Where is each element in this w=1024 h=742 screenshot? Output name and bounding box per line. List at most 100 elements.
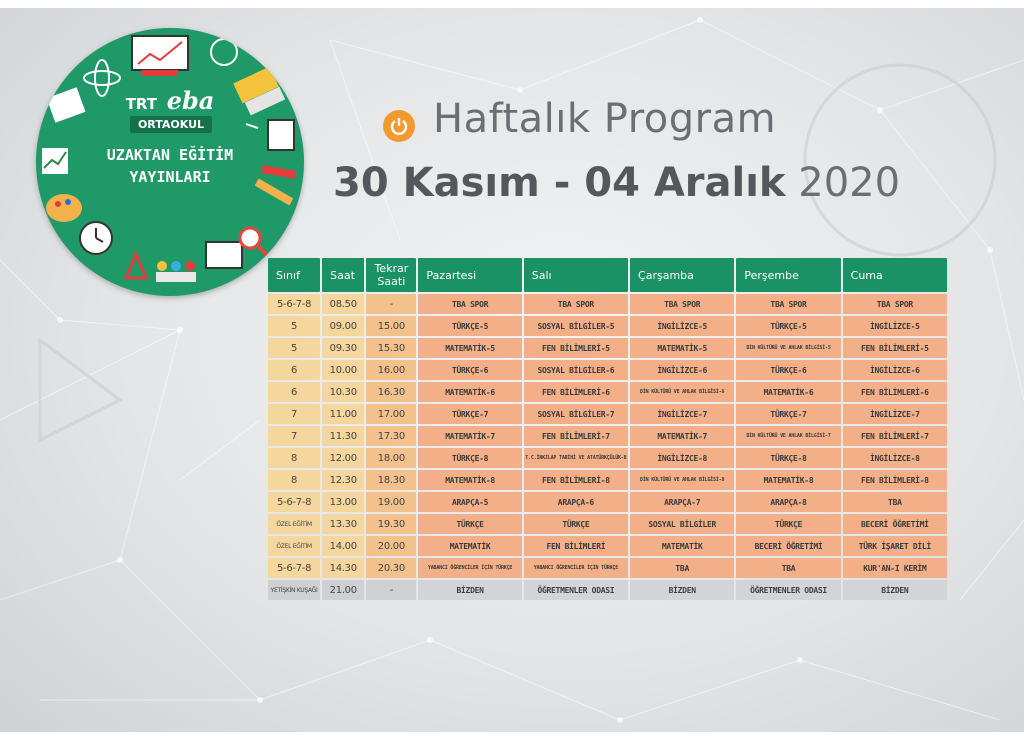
cell-carsamba: MATEMATİK-7: [630, 426, 735, 446]
cell-cuma: İNGİLİZCE-5: [842, 316, 947, 336]
brand-eba: eba: [166, 86, 215, 115]
cell-saat: 21.00: [322, 580, 365, 600]
cell-sali: SOSYAL BİLGİLER-7: [523, 404, 629, 424]
table-row: 6 10.30 16.30 MATEMATİK-6 FEN BİLİMLERİ-6 DİN…: [268, 382, 947, 402]
table-row: 7 11.30 17.30 MATEMATİK-7 FEN BİLİMLERİ-7 MAT…: [268, 426, 947, 446]
cell-pazartesi: TÜRKÇE: [418, 514, 522, 534]
cell-persembe: TÜRKÇE-5: [736, 316, 841, 336]
cell-persembe: ARAPÇA-8: [736, 492, 841, 512]
bottom-border: [0, 732, 1024, 742]
table-row: 8 12.00 18.00 TÜRKÇE-8 T.C.İNKILAP TARİHİ VE…: [268, 448, 947, 468]
cell-tekrar-saati: 16.00: [366, 360, 417, 380]
brand-trt: TRT: [125, 95, 158, 113]
brand-name: TRT eba: [96, 86, 244, 115]
cell-persembe: BECERİ ÖĞRETİMİ: [736, 536, 841, 556]
power-icon: [383, 110, 415, 142]
cell-persembe: TÜRKÇE-8: [736, 448, 841, 468]
cell-tekrar-saati: -: [366, 580, 417, 600]
table-row: ÖZEL EĞİTİM 13.30 19.30 TÜRKÇE TÜRKÇE SOSYAL …: [268, 514, 947, 534]
cell-sinif: 8: [268, 470, 321, 490]
column-header-cuma: Cuma: [842, 258, 947, 292]
cell-carsamba: İNGİLİZCE-8: [630, 448, 735, 468]
cell-persembe: TÜRKÇE-7: [736, 404, 841, 424]
cell-persembe: ÖĞRETMENLER ODASI: [736, 580, 841, 600]
cell-saat: 13.30: [322, 514, 365, 534]
cell-tekrar-saati: 17.00: [366, 404, 417, 424]
cell-cuma: FEN BİLİMLERİ-6: [842, 382, 947, 402]
cell-pazartesi: MATEMATİK-6: [418, 382, 522, 402]
cell-sali: TÜRKÇE: [523, 514, 629, 534]
table-row: 5-6-7-8 13.00 19.00 ARAPÇA-5 ARAPÇA-6 ARAPÇA-…: [268, 492, 947, 512]
date-range-year: 2020: [798, 160, 901, 206]
cell-sali: FEN BİLİMLERİ-6: [523, 382, 629, 402]
tagline-line1: UZAKTAN EĞİTİM: [106, 146, 234, 164]
cell-saat: 11.30: [322, 426, 365, 446]
table-header-row: Sınıf Saat Tekrar Saati Pazartesi Salı Ç…: [268, 258, 947, 292]
column-header-sali: Salı: [523, 258, 629, 292]
cell-cuma: BECERİ ÖĞRETİMİ: [842, 514, 947, 534]
weekly-schedule-table: Sınıf Saat Tekrar Saati Pazartesi Salı Ç…: [266, 256, 949, 602]
table-row: 7 11.00 17.00 TÜRKÇE-7 SOSYAL BİLGİLER-7 İNGİ…: [268, 404, 947, 424]
cell-cuma: TBA: [842, 492, 947, 512]
cell-tekrar-saati: 20.00: [366, 536, 417, 556]
cell-sali: FEN BİLİMLERİ-7: [523, 426, 629, 446]
date-range-bold: 30 Kasım - 04 Aralık: [333, 160, 786, 206]
table-row: ÖZEL EĞİTİM 14.00 20.00 MATEMATİK FEN BİLİML…: [268, 536, 947, 556]
column-header-sinif: Sınıf: [268, 258, 321, 292]
cell-sinif: 6: [268, 382, 321, 402]
cell-pazartesi: TÜRKÇE-7: [418, 404, 522, 424]
cell-cuma: İNGİLİZCE-7: [842, 404, 947, 424]
page-title: Haftalık Program: [433, 96, 777, 142]
cell-persembe: TÜRKÇE-6: [736, 360, 841, 380]
cell-saat: 08.50: [322, 294, 365, 314]
cell-carsamba: TBA SPOR: [630, 294, 735, 314]
cell-tekrar-saati: 19.00: [366, 492, 417, 512]
cell-sali: ARAPÇA-6: [523, 492, 629, 512]
column-header-tekrar-saati: Tekrar Saati: [366, 258, 417, 292]
cell-sinif: ÖZEL EĞİTİM: [268, 536, 321, 556]
cell-carsamba: BİZDEN: [630, 580, 735, 600]
cell-pazartesi: ARAPÇA-5: [418, 492, 522, 512]
cell-carsamba: TBA: [630, 558, 735, 578]
cell-carsamba: İNGİLİZCE-5: [630, 316, 735, 336]
cell-saat: 14.30: [322, 558, 365, 578]
cell-sali: TBA SPOR: [523, 294, 629, 314]
cell-saat: 12.30: [322, 470, 365, 490]
top-border: [0, 0, 1024, 8]
cell-carsamba: MATEMATİK: [630, 536, 735, 556]
cell-pazartesi: MATEMATİK-5: [418, 338, 522, 358]
cell-carsamba: DİN KÜLTÜRÜ VE AHLAK BİLGİSİ-6: [630, 382, 735, 402]
table-row: 5 09.30 15.30 MATEMATİK-5 FEN BİLİMLERİ-5 MAT…: [268, 338, 947, 358]
cell-persembe: MATEMATİK-8: [736, 470, 841, 490]
tagline-line2: YAYINLARI: [129, 168, 211, 186]
cell-persembe: DİN KÜLTÜRÜ VE AHLAK BİLGİSİ-7: [736, 426, 841, 446]
table-row: 5-6-7-8 14.30 20.30 YABANCI ÖĞRENCİLER İÇİN…: [268, 558, 947, 578]
cell-persembe: TBA: [736, 558, 841, 578]
cell-sali: SOSYAL BİLGİLER-6: [523, 360, 629, 380]
cell-cuma: FEN BİLİMLERİ-7: [842, 426, 947, 446]
cell-sinif: YETİŞKİN KUŞAĞI: [268, 580, 321, 600]
cell-pazartesi: MATEMATİK-7: [418, 426, 522, 446]
cell-carsamba: İNGİLİZCE-7: [630, 404, 735, 424]
table-row: YETİŞKİN KUŞAĞI 21.00- BİZDEN ÖĞRETMENLER O…: [268, 580, 947, 600]
cell-pazartesi: MATEMATİK-8: [418, 470, 522, 490]
cell-carsamba: MATEMATİK-5: [630, 338, 735, 358]
cell-sinif: 5-6-7-8: [268, 492, 321, 512]
column-header-persembe: Perşembe: [736, 258, 841, 292]
cell-pazartesi: TÜRKÇE-6: [418, 360, 522, 380]
cell-pazartesi: TÜRKÇE-8: [418, 448, 522, 468]
cell-tekrar-saati: 17.30: [366, 426, 417, 446]
cell-sali: FEN BİLİMLERİ-8: [523, 470, 629, 490]
cell-sinif: 8: [268, 448, 321, 468]
cell-tekrar-saati: 15.30: [366, 338, 417, 358]
cell-sinif: ÖZEL EĞİTİM: [268, 514, 321, 534]
cell-sali: FEN BİLİMLERİ: [523, 536, 629, 556]
cell-saat: 10.30: [322, 382, 365, 402]
cell-sinif: 5-6-7-8: [268, 558, 321, 578]
cell-pazartesi: TBA SPOR: [418, 294, 522, 314]
cell-persembe: TÜRKÇE: [736, 514, 841, 534]
cell-cuma: BİZDEN: [842, 580, 947, 600]
cell-sali: ÖĞRETMENLER ODASI: [523, 580, 629, 600]
table-row: 6 10.00 16.00 TÜRKÇE-6 SOSYAL BİLGİLER-6 İNGİ…: [268, 360, 947, 380]
